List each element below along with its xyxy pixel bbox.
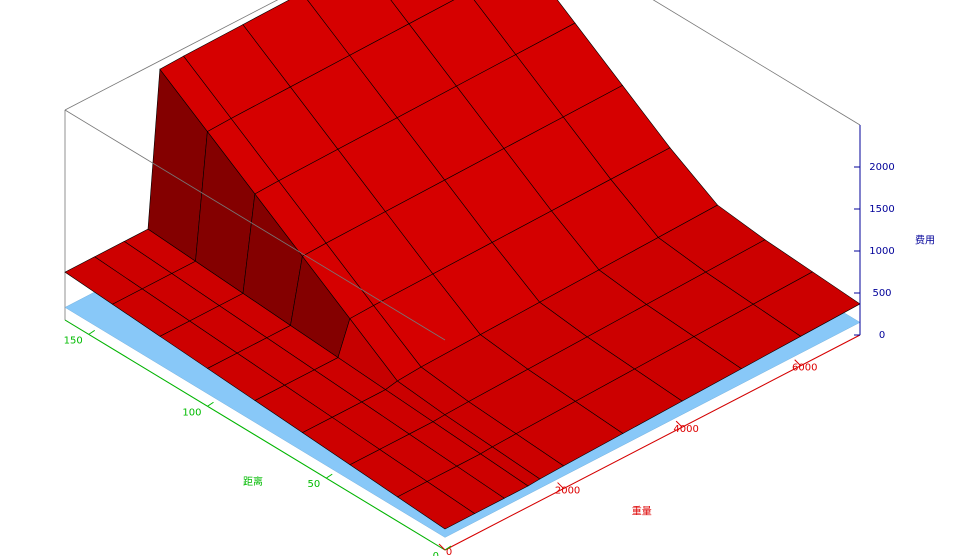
y-tick <box>88 329 96 335</box>
x-tick <box>675 420 683 428</box>
box-edge <box>64 0 279 111</box>
z-axis-label: 费用 <box>915 234 935 247</box>
y-tick-label: 0 <box>433 551 439 556</box>
z-tick-label: 0 <box>879 330 885 341</box>
z-tick-label: 1000 <box>869 246 894 257</box>
z-tick-label: 500 <box>872 288 891 299</box>
x-tick <box>794 359 802 367</box>
y-tick <box>207 401 214 407</box>
y-tick-label: 150 <box>64 335 83 346</box>
box-edge <box>652 0 861 126</box>
x-tick <box>438 543 446 551</box>
box-edge <box>64 109 446 341</box>
y-axis-label: 距离 <box>243 475 263 488</box>
x-tick-label: 6000 <box>792 363 817 374</box>
x-tick-label: 0 <box>446 547 452 556</box>
x-tick-label: 4000 <box>673 424 698 435</box>
x-tick <box>557 482 564 489</box>
z-tick-label: 2000 <box>869 162 894 173</box>
axis-line <box>64 319 446 551</box>
surface-patch <box>396 481 476 530</box>
y-tick-label: 50 <box>308 479 321 490</box>
x-tick-label: 2000 <box>555 486 580 497</box>
x-axis-label: 重量 <box>632 504 652 517</box>
y-tick <box>325 473 333 479</box>
y-tick-label: 100 <box>182 407 201 418</box>
axis-line <box>444 334 861 551</box>
z-tick-label: 1500 <box>869 204 894 215</box>
y-tick <box>444 545 452 551</box>
